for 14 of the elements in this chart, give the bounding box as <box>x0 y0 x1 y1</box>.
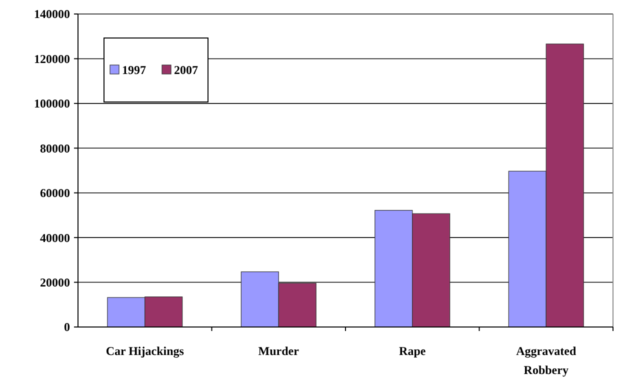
y-tick-label: 120000 <box>34 52 70 66</box>
x-tick-label: Murder <box>258 344 300 358</box>
legend-label: 2007 <box>174 63 198 78</box>
y-tick-label: 20000 <box>40 275 70 290</box>
y-tick-label: 60000 <box>40 186 70 200</box>
y-tick-label: 100000 <box>34 96 70 111</box>
x-tick-label: Car Hijackings <box>106 344 184 358</box>
y-tick-label: 0 <box>64 320 70 334</box>
y-tick-label: 80000 <box>40 141 70 156</box>
x-tick-label: Aggravated Robbery <box>516 344 576 377</box>
y-tick-label: 40000 <box>40 230 70 245</box>
x-tick-label: Rape <box>399 344 426 358</box>
legend-label: 1997 <box>122 63 146 78</box>
y-tick-label: 140000 <box>34 7 70 22</box>
